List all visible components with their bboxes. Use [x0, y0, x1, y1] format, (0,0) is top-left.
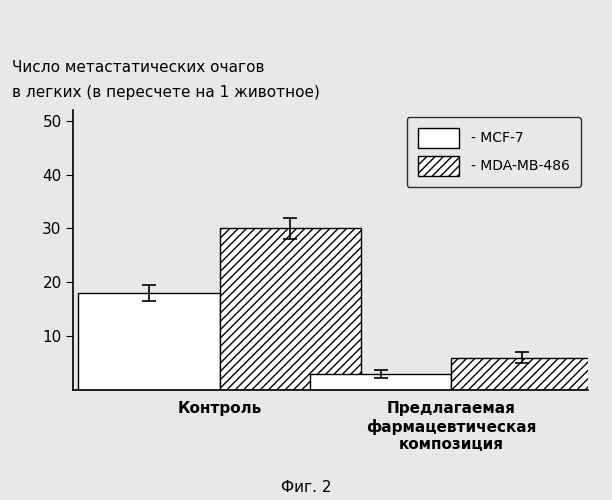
Text: Фиг. 2: Фиг. 2	[281, 480, 331, 495]
Text: в легких (в пересчете на 1 животное): в легких (в пересчете на 1 животное)	[12, 85, 319, 100]
Text: Число метастатических очагов: Число метастатических очагов	[12, 60, 264, 74]
Legend: - MCF-7, - MDA-MB-486: - MCF-7, - MDA-MB-486	[407, 117, 581, 187]
Bar	[78, 293, 220, 390]
Bar	[220, 228, 360, 390]
Bar	[310, 374, 452, 390]
Bar	[452, 358, 592, 390]
